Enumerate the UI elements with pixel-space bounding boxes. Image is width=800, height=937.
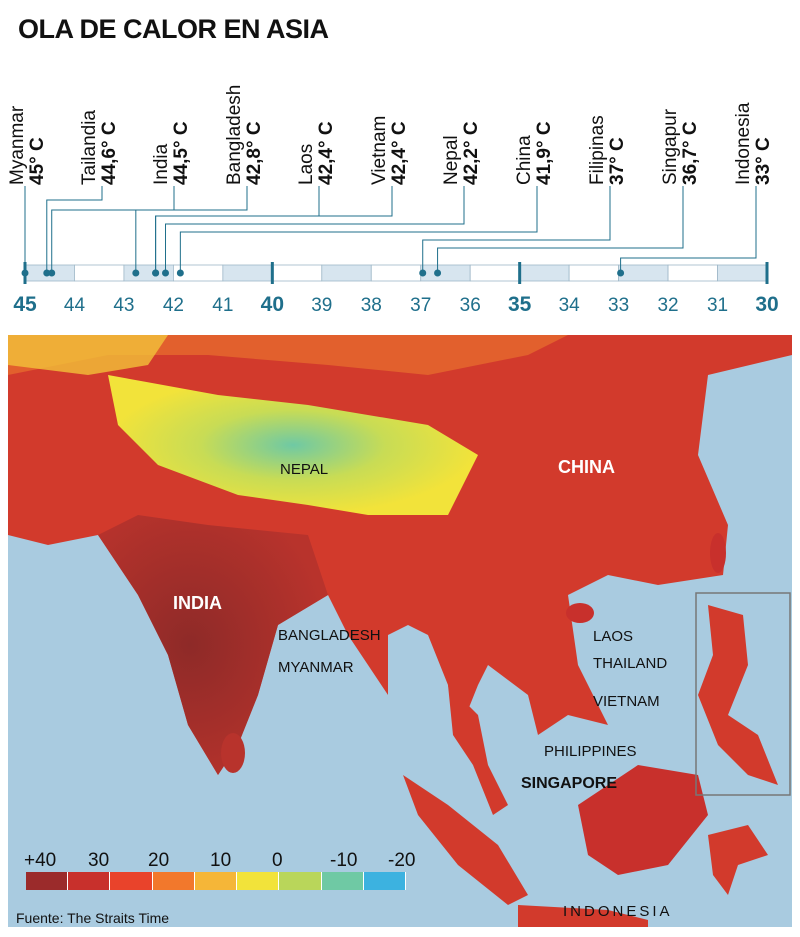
scale-tick-label: 31 xyxy=(707,295,728,316)
map-label-nepal: NEPAL xyxy=(280,461,329,478)
scale-tick-label: 37 xyxy=(410,295,431,316)
legend-tick-label: 0 xyxy=(272,850,283,871)
scale-band xyxy=(74,264,125,282)
source-note: Fuente: The Straits Time xyxy=(16,910,170,926)
scale-tick-label: 30 xyxy=(755,293,778,316)
connector-line xyxy=(422,186,611,273)
page-title: OLA DE CALOR EN ASIA xyxy=(18,14,329,44)
scale-tick-label: 33 xyxy=(608,295,629,316)
value-dot xyxy=(419,269,427,277)
connector-line xyxy=(620,186,757,273)
heat-map: CHINA INDIA NEPAL BANGLADESH MYANMAR LAO… xyxy=(8,335,792,927)
value-dot xyxy=(176,269,184,277)
connector-line xyxy=(51,186,175,273)
value-dot xyxy=(617,269,625,277)
temperature-scale: 45 44 43 42 41 40 39 38 37 36 35 34 33 32 31 30 xyxy=(13,186,779,316)
value-dot xyxy=(21,269,29,277)
value-dot xyxy=(132,269,140,277)
scale-tick-label: 35 xyxy=(508,293,532,316)
legend-color-bar xyxy=(26,872,406,890)
map-label-philippines: PHILIPPINES xyxy=(544,743,637,760)
map-label-laos: LAOS xyxy=(593,628,634,645)
legend-tick-label: -10 xyxy=(330,850,358,871)
map-label-singapore: SINGAPORE xyxy=(521,775,618,792)
scale-tick-label: 39 xyxy=(311,295,332,316)
scale-band xyxy=(568,264,620,282)
scale-band xyxy=(370,264,422,282)
legend-tick-label: 20 xyxy=(148,850,170,871)
value-dot xyxy=(48,269,56,277)
scale-band xyxy=(321,264,372,282)
scale-tick-label: 40 xyxy=(261,293,284,316)
scale-band xyxy=(618,264,669,282)
legend-swatch xyxy=(279,872,322,890)
legend-swatch xyxy=(321,872,364,890)
legend-swatch xyxy=(194,872,238,890)
value-dot xyxy=(43,269,51,277)
map-label-vietnam: VIETNAM xyxy=(593,693,660,710)
scale-tick-label: 34 xyxy=(559,295,581,316)
legend-tick-label: 10 xyxy=(210,850,232,871)
scale-band xyxy=(519,264,570,282)
value-dot xyxy=(162,269,170,277)
legend-swatch xyxy=(68,872,111,890)
legend-swatch xyxy=(152,872,195,890)
legend-tick-label: 30 xyxy=(88,850,110,871)
scale-tick-label: 42 xyxy=(163,295,184,316)
connector-line xyxy=(165,186,465,273)
scale-band xyxy=(717,264,768,282)
legend-swatch xyxy=(110,872,153,890)
scale-band xyxy=(271,264,323,282)
legend-swatch xyxy=(26,872,69,890)
connector-line xyxy=(437,186,684,273)
legend-swatch xyxy=(237,872,280,890)
legend-swatch xyxy=(363,872,406,890)
scale-tick-label: 44 xyxy=(64,295,86,316)
connector-line xyxy=(135,186,248,273)
value-dot xyxy=(152,269,160,277)
scale-tick-label: 43 xyxy=(113,295,134,316)
scale-band xyxy=(667,264,718,282)
connector-line xyxy=(46,186,103,273)
value-dot xyxy=(434,269,442,277)
scale-band xyxy=(222,264,273,282)
connector-line xyxy=(155,186,393,273)
scale-tick-label: 38 xyxy=(361,295,382,316)
map-label-thailand: THAILAND xyxy=(593,655,668,672)
map-label-china: CHINA xyxy=(558,457,615,477)
map-label-india: INDIA xyxy=(173,593,222,613)
map-label-myanmar: MYANMAR xyxy=(278,659,354,676)
scale-tick-label: 45 xyxy=(13,293,37,316)
scale-tick-label: 36 xyxy=(460,295,481,316)
map-label-bangladesh: BANGLADESH xyxy=(278,627,381,644)
scale-band xyxy=(420,264,471,282)
scale-band xyxy=(469,264,521,282)
map-label-indonesia: INDONESIA xyxy=(563,903,673,920)
scale-tick-label: 41 xyxy=(212,295,233,316)
legend-tick-label: -20 xyxy=(388,850,416,871)
map-image xyxy=(8,335,792,927)
connector-line xyxy=(179,186,538,273)
legend-tick-label: +40 xyxy=(24,850,57,871)
scale-tick-label: 32 xyxy=(657,295,678,316)
